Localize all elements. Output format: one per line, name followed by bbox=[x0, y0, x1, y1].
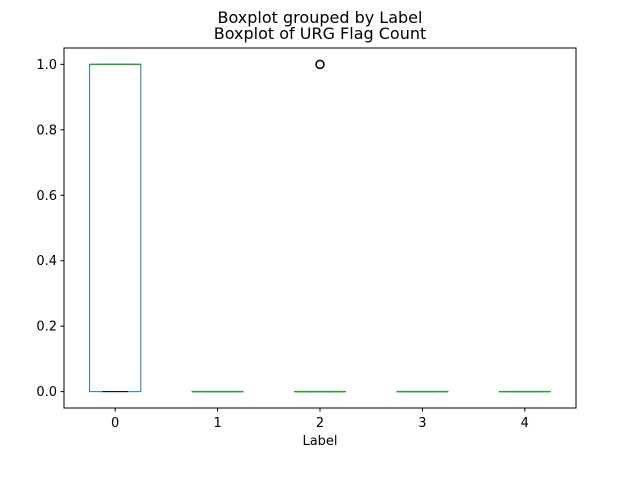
y-tick-label: 0.6 bbox=[36, 189, 57, 204]
y-tick-label: 0.0 bbox=[36, 385, 57, 400]
x-axis: 0 1 2 3 4 bbox=[111, 408, 529, 431]
boxes-group bbox=[89, 59, 551, 393]
x-tick-label: 1 bbox=[213, 416, 221, 431]
box-0 bbox=[89, 63, 142, 393]
x-tick-label: 3 bbox=[418, 416, 426, 431]
x-tick-label: 2 bbox=[316, 416, 324, 431]
y-tick-label: 0.4 bbox=[36, 254, 57, 269]
chart-title: Boxplot of URG Flag Count bbox=[213, 24, 427, 43]
y-tick-label: 0.2 bbox=[36, 320, 57, 335]
y-tick-label: 1.0 bbox=[36, 58, 57, 73]
y-tick-label: 0.8 bbox=[36, 123, 57, 138]
x-tick-label: 0 bbox=[111, 416, 119, 431]
chart-suptitle: Boxplot grouped by Label bbox=[217, 8, 423, 27]
flier-2-0 bbox=[315, 59, 325, 70]
x-tick-label: 4 bbox=[521, 416, 529, 431]
y-axis: 0.0 0.2 0.4 0.6 0.8 1.0 bbox=[36, 58, 64, 400]
x-axis-label: Label bbox=[302, 434, 338, 449]
